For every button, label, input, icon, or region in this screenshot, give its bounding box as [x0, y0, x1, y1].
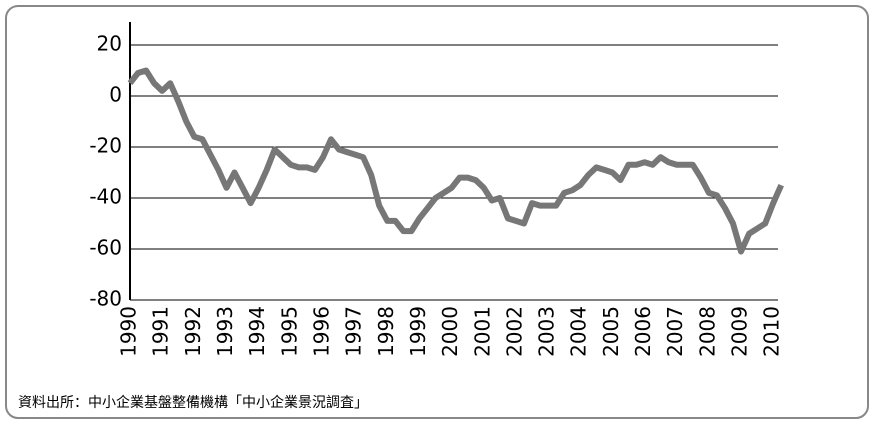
x-tick-label: 2006 [631, 306, 655, 357]
x-tick-label: 1995 [277, 306, 301, 357]
y-tick-label: -80 [89, 287, 122, 311]
data-line [127, 67, 784, 255]
x-tick-label: 2009 [728, 306, 752, 357]
x-tick-label: 1992 [181, 306, 205, 357]
source-note: 資料出所：中小企業基盤整備機構「中小企業景況調査」 [18, 394, 368, 411]
x-tick-label: 2003 [535, 306, 559, 357]
x-tick-label: 1991 [149, 306, 173, 357]
x-tick-label: 1999 [406, 306, 430, 357]
x-tick-label: 1993 [213, 306, 237, 357]
x-tick-label: 2008 [695, 306, 719, 357]
x-tick-label: 2001 [470, 306, 494, 357]
x-tick-label: 2002 [502, 306, 526, 357]
y-tick-label: -40 [89, 184, 122, 208]
x-tick-label: 2010 [760, 306, 784, 357]
y-tick-label: 20 [97, 31, 122, 55]
x-tick-label: 2000 [438, 306, 462, 357]
x-tick-label: 2004 [567, 306, 591, 357]
frame [5, 5, 869, 419]
x-tick-label: 2007 [663, 306, 687, 357]
x-tick-label: 1998 [374, 306, 398, 357]
y-tick-label: 0 [109, 82, 122, 106]
x-tick-label: 1990 [117, 306, 141, 357]
y-tick-label: -20 [89, 133, 122, 157]
x-tick-label: 1997 [342, 306, 366, 357]
x-tick-label: 2005 [599, 306, 623, 357]
x-tick-label: 1996 [309, 306, 333, 357]
x-tick-label: 1994 [245, 306, 269, 357]
y-tick-label: -60 [89, 235, 122, 259]
